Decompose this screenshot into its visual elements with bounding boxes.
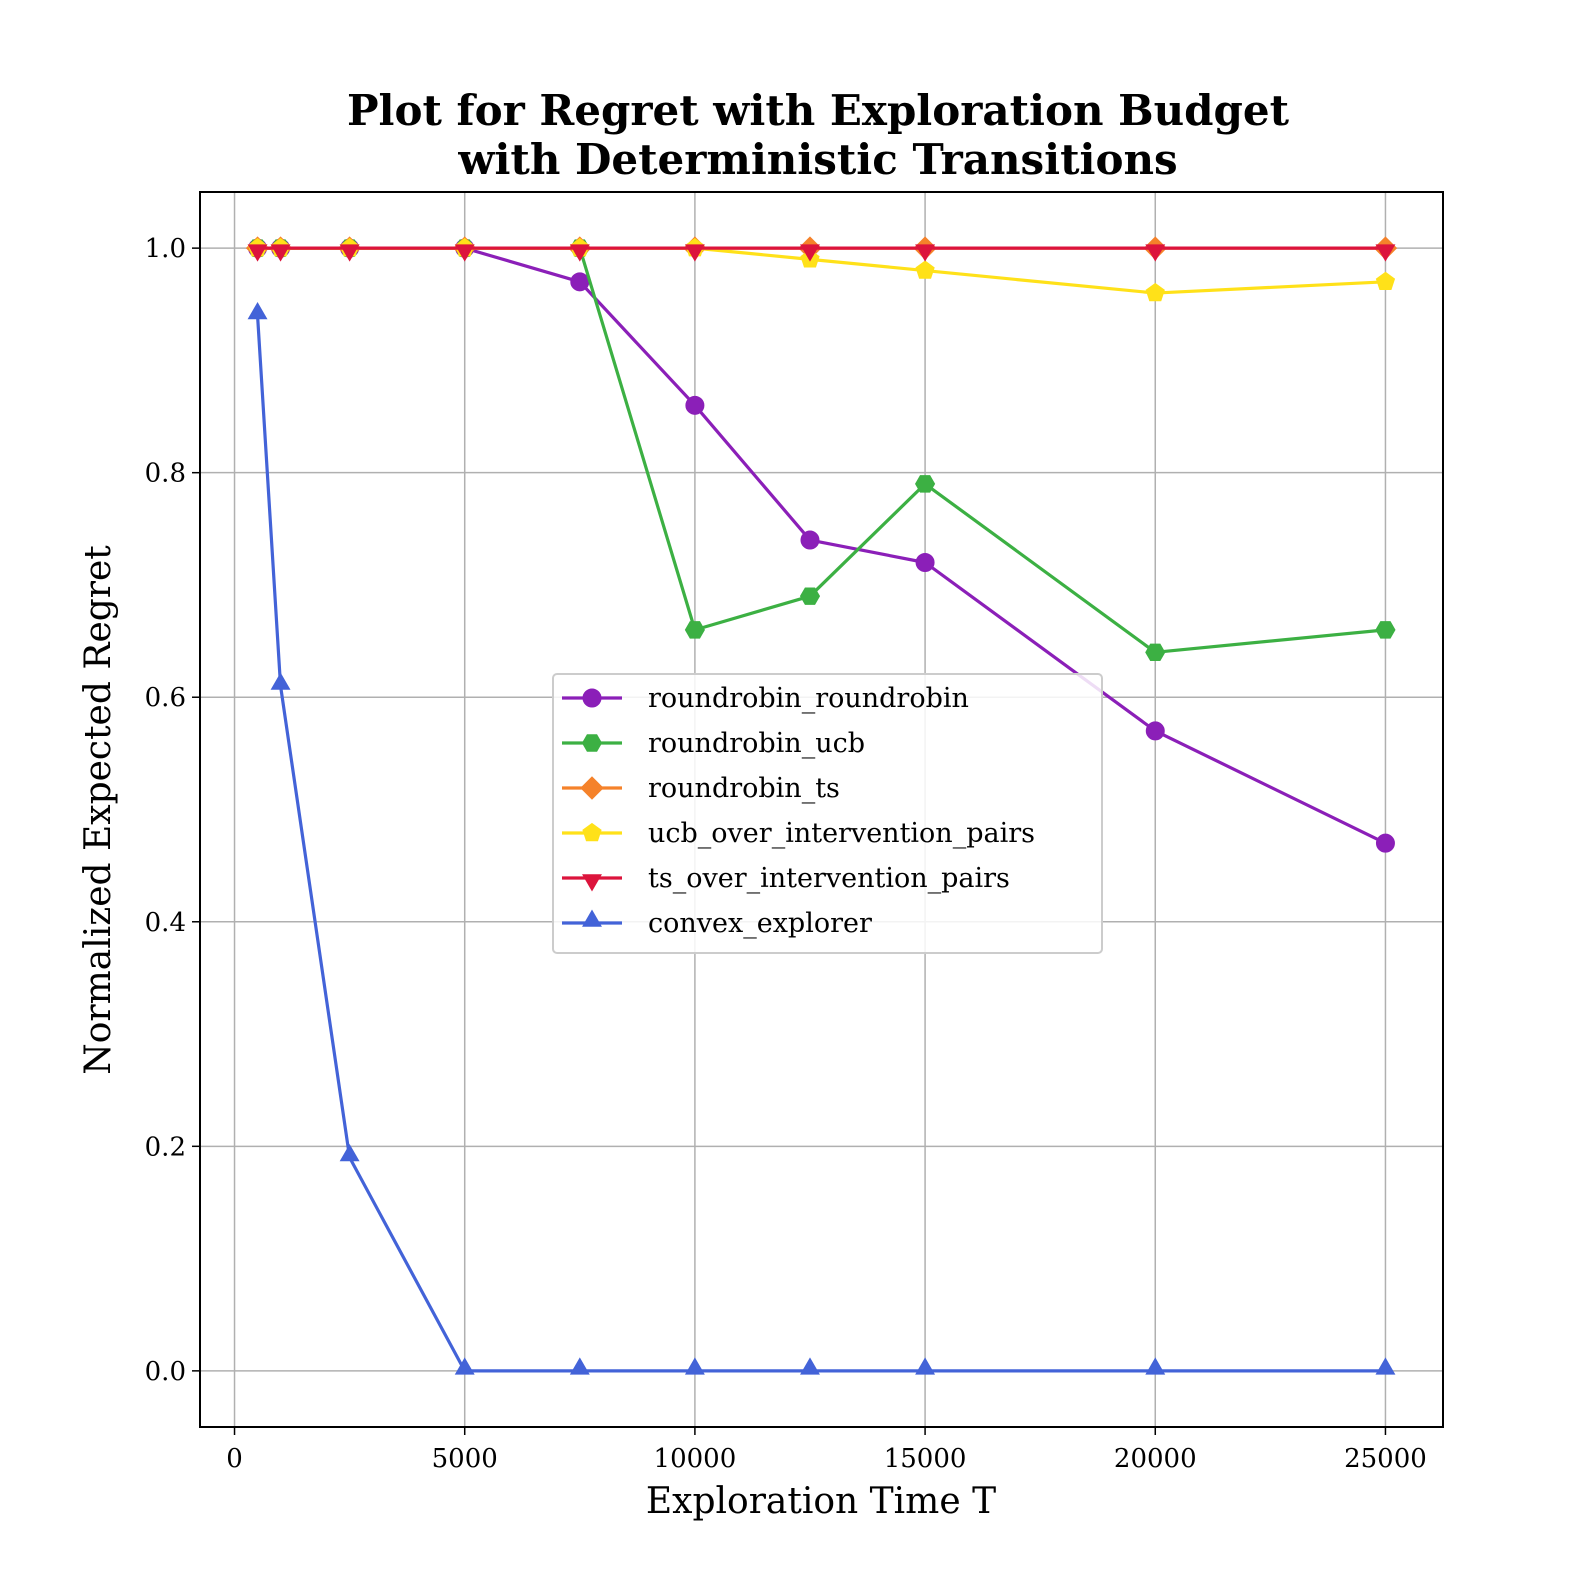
y-tick-label: 0.8 xyxy=(145,459,186,489)
x-tick-label: 10000 xyxy=(654,1444,737,1474)
legend-entry: roundrobin_roundrobin xyxy=(562,683,969,714)
legend-label: roundrobin_roundrobin xyxy=(648,683,969,714)
data-point-roundrobin_ucb xyxy=(799,587,821,605)
legend-swatch-marker xyxy=(582,874,602,892)
x-axis: 0 5000 10000 15000 20000 25000 xyxy=(226,1427,1427,1474)
data-point-ts_over_intervention_pairs xyxy=(915,244,936,262)
data-point-roundrobin_ucb xyxy=(915,475,936,493)
legend-label: roundrobin_ucb xyxy=(648,728,865,759)
data-point-convex_explorer xyxy=(1145,1357,1166,1375)
legend-swatch-marker xyxy=(581,734,603,752)
data-point-ts_over_intervention_pairs xyxy=(569,244,590,262)
legend-swatch-marker xyxy=(582,822,602,842)
data-point-ts_over_intervention_pairs xyxy=(684,244,705,262)
legend-label: roundrobin_ts xyxy=(648,773,840,804)
data-point-roundrobin_ucb xyxy=(684,621,705,639)
data-point-roundrobin_roundrobin xyxy=(1375,833,1395,853)
data-point-roundrobin_ucb xyxy=(1375,621,1396,639)
legend-label: convex_explorer xyxy=(648,908,872,939)
data-point-ts_over_intervention_pairs xyxy=(247,244,268,262)
data-point-ts_over_intervention_pairs xyxy=(800,244,820,262)
y-tick-label: 1.0 xyxy=(145,234,186,264)
data-point-convex_explorer xyxy=(915,1357,936,1375)
y-tick-label: 0.2 xyxy=(145,1132,186,1162)
plot-frame xyxy=(199,191,1444,1428)
legend-swatch-marker xyxy=(582,909,602,927)
legend-box xyxy=(552,673,1103,954)
data-point-convex_explorer xyxy=(800,1357,820,1375)
data-point-ucb_over_intervention_pairs xyxy=(1145,282,1165,302)
data-point-convex_explorer xyxy=(339,1144,360,1162)
legend-entry: ts_over_intervention_pairs xyxy=(562,863,1010,894)
data-point-convex_explorer xyxy=(684,1357,705,1375)
data-point-ts_over_intervention_pairs xyxy=(339,244,360,262)
series-line-convex_explorer xyxy=(255,315,1386,1373)
data-point-convex_explorer xyxy=(270,672,291,690)
y-axis-label: Normalized Expected Regret xyxy=(78,545,119,1075)
chart-title-line-2: with Deterministic Transitions xyxy=(457,135,1177,184)
data-point-ucb_over_intervention_pairs xyxy=(1375,271,1396,290)
legend: roundrobin_roundrobin roundrobin_ucbround… xyxy=(552,673,1103,954)
legend-swatch-marker xyxy=(582,688,602,708)
legend-entry: ucb_over_intervention_pairs xyxy=(562,818,1035,849)
chart-title-line-1: Plot for Regret with Exploration Budget xyxy=(347,86,1290,135)
data-point-convex_explorer xyxy=(247,302,268,320)
data-point-roundrobin_ucb xyxy=(1145,643,1166,662)
legend-entry: roundrobin_ucb xyxy=(562,728,865,759)
data-point-ts_over_intervention_pairs xyxy=(1375,244,1396,262)
data-point-convex_explorer xyxy=(1375,1357,1396,1375)
data-point-convex_explorer xyxy=(454,1357,475,1375)
legend-entry: convex_explorer xyxy=(562,908,872,939)
legend-label: ucb_over_intervention_pairs xyxy=(648,818,1035,849)
legend-swatch-marker xyxy=(580,776,604,800)
x-tick-label: 0 xyxy=(226,1444,243,1474)
y-tick-label: 0.4 xyxy=(145,908,186,938)
x-tick-label: 20000 xyxy=(1114,1444,1197,1474)
data-point-roundrobin_roundrobin xyxy=(915,553,935,572)
data-point-ts_over_intervention_pairs xyxy=(454,244,475,262)
series-convex_explorer xyxy=(247,302,1396,1375)
data-point-convex_explorer xyxy=(569,1357,590,1375)
data-point-ucb_over_intervention_pairs xyxy=(915,260,935,279)
data-point-ts_over_intervention_pairs xyxy=(1145,244,1166,262)
x-axis-label: Exploration Time T xyxy=(646,1481,996,1522)
legend-label: ts_over_intervention_pairs xyxy=(648,863,1010,894)
data-point-roundrobin_roundrobin xyxy=(800,530,820,550)
data-point-roundrobin_roundrobin xyxy=(685,395,705,415)
x-tick-label: 15000 xyxy=(884,1444,967,1474)
x-tick-label: 5000 xyxy=(432,1444,498,1474)
y-axis: 0.0 0.2 0.4 0.6 0.8 1.0 xyxy=(145,234,200,1387)
x-tick-label: 25000 xyxy=(1344,1444,1427,1474)
series-ts_over_intervention_pairs xyxy=(247,244,1396,262)
y-tick-label: 0.0 xyxy=(145,1357,186,1387)
data-point-roundrobin_roundrobin xyxy=(570,272,590,292)
series-layer xyxy=(245,236,1398,1375)
y-tick-label: 0.6 xyxy=(145,683,186,713)
legend-entry: roundrobin_ts xyxy=(562,773,840,804)
data-point-ts_over_intervention_pairs xyxy=(270,244,291,262)
data-point-roundrobin_roundrobin xyxy=(1145,721,1165,741)
